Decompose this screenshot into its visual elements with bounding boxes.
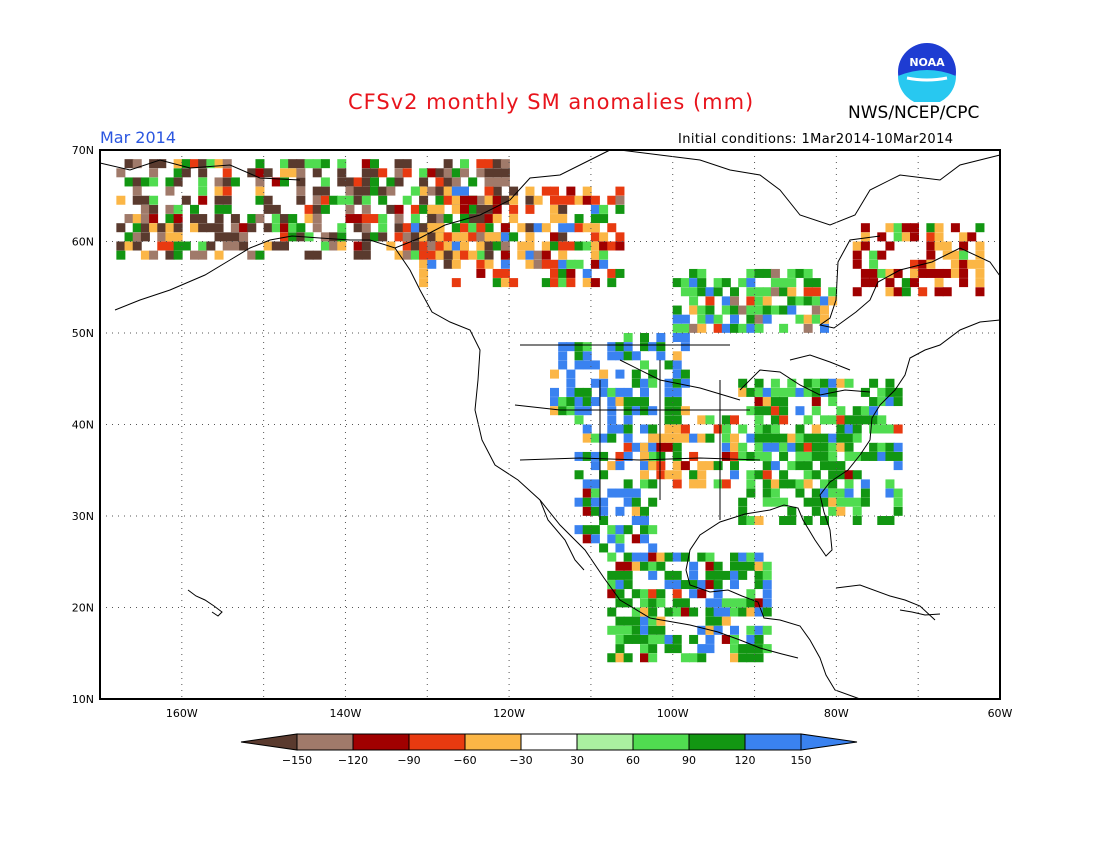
map-border bbox=[99, 149, 1001, 700]
legend-label: −90 bbox=[397, 754, 420, 767]
legend-swatch bbox=[520, 733, 578, 751]
legend-label: 150 bbox=[791, 754, 812, 767]
lon-tick-label: 160W bbox=[166, 707, 198, 720]
legend-arrow-high bbox=[800, 733, 858, 751]
lat-tick-label: 20N bbox=[72, 602, 94, 615]
coastlines bbox=[99, 149, 1001, 700]
map-gridlines bbox=[100, 150, 1000, 699]
lon-tick-label: 120W bbox=[493, 707, 525, 720]
legend-label: −120 bbox=[338, 754, 368, 767]
legend-swatch bbox=[464, 733, 522, 751]
lat-tick-label: 70N bbox=[72, 144, 94, 157]
lon-tick-label: 60W bbox=[988, 707, 1013, 720]
legend-swatch bbox=[576, 733, 634, 751]
lat-tick-label: 50N bbox=[72, 327, 94, 340]
chart-title: CFSv2 monthly SM anomalies (mm) bbox=[348, 90, 755, 114]
legend-swatch bbox=[408, 733, 466, 751]
legend-label: 60 bbox=[626, 754, 640, 767]
lon-tick-label: 100W bbox=[657, 707, 689, 720]
legend-arrow-low bbox=[240, 733, 298, 751]
lat-tick-label: 30N bbox=[72, 510, 94, 523]
legend-label: −150 bbox=[282, 754, 312, 767]
legend-label: 120 bbox=[735, 754, 756, 767]
legend-label: 90 bbox=[682, 754, 696, 767]
legend-swatch bbox=[296, 733, 354, 751]
legend-swatch bbox=[632, 733, 690, 751]
latitude-axis: 70N 60N 50N 40N 30N 20N 10N bbox=[72, 144, 94, 706]
legend-label: −60 bbox=[453, 754, 476, 767]
period-label: Mar 2014 bbox=[100, 128, 176, 147]
lat-tick-label: 60N bbox=[72, 236, 94, 249]
lat-tick-label: 40N bbox=[72, 419, 94, 432]
legend-label: 30 bbox=[570, 754, 584, 767]
legend-swatch bbox=[688, 733, 746, 751]
longitude-axis: 160W 140W 120W 100W 80W 60W bbox=[166, 707, 1013, 720]
noaa-logo-text: NOAA bbox=[909, 56, 945, 69]
noaa-logo: NOAA bbox=[898, 43, 956, 102]
legend-label: −30 bbox=[509, 754, 532, 767]
anomaly-cells bbox=[116, 159, 985, 663]
initial-conditions-label: Initial conditions: 1Mar2014-10Mar2014 bbox=[678, 132, 954, 147]
lat-tick-label: 10N bbox=[72, 693, 94, 706]
lon-tick-label: 80W bbox=[824, 707, 849, 720]
lon-tick-label: 140W bbox=[330, 707, 362, 720]
legend-swatch bbox=[744, 733, 802, 751]
legend-swatch bbox=[352, 733, 410, 751]
agency-label: NWS/NCEP/CPC bbox=[848, 103, 980, 123]
